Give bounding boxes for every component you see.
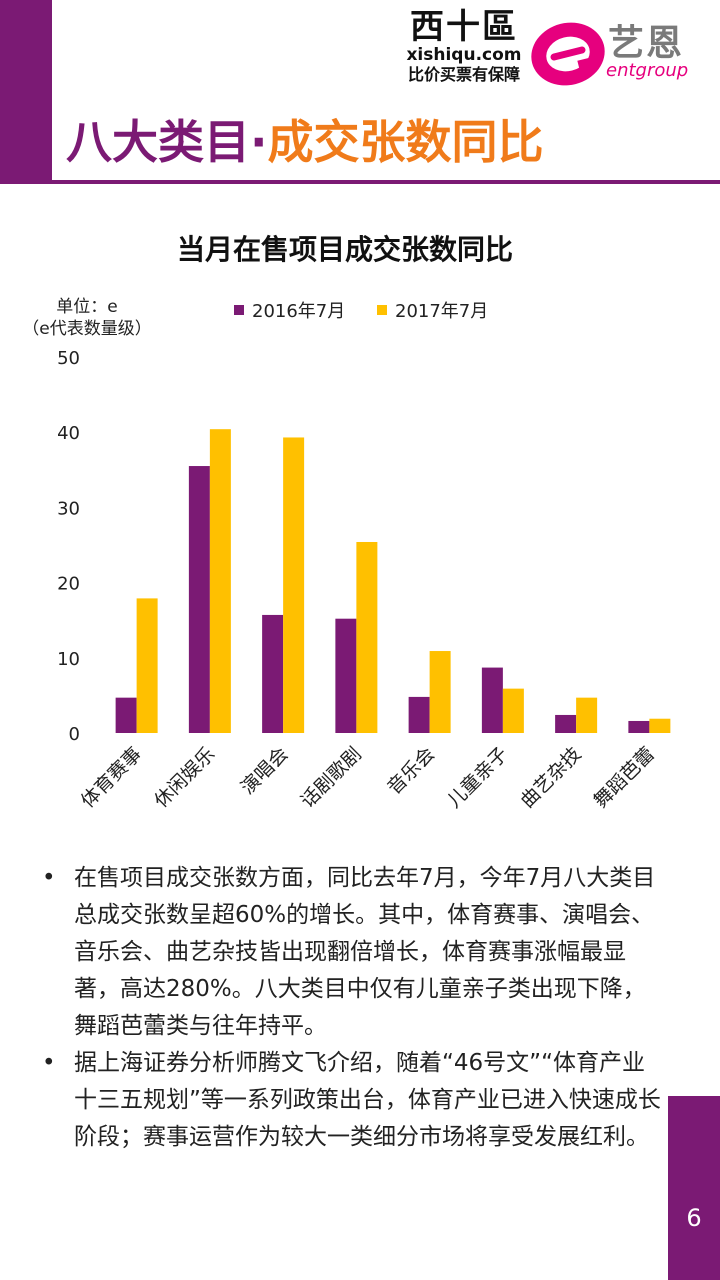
x-tick-label: 曲艺杂技 xyxy=(516,743,585,812)
bullet-dot: • xyxy=(42,1050,56,1076)
bar-2016 xyxy=(628,720,650,733)
bullet-dot: • xyxy=(42,865,56,891)
legend-swatch-2016 xyxy=(234,305,244,315)
bullet-item: • 据上海证券分析师腾文飞介绍，随着“46号文”“体育产业十三五规划”等一系列政… xyxy=(42,1045,662,1156)
x-tick-label: 体育赛事 xyxy=(77,743,146,812)
header-divider xyxy=(52,180,720,184)
legend-label-2017: 2017年7月 xyxy=(395,301,489,322)
y-tick-label: 50 xyxy=(57,348,80,369)
legend-item-2017: 2017年7月 xyxy=(377,297,488,323)
bar-2016 xyxy=(555,714,577,733)
legend-swatch-2017 xyxy=(377,305,387,315)
y-tick-label: 0 xyxy=(69,724,80,745)
x-tick-label: 话剧歌剧 xyxy=(297,743,366,812)
bar-2017 xyxy=(429,651,451,733)
bar-chart: 0 10 20 30 40 50 体育赛事 休闲娱乐 演唱会 话剧歌剧 音乐会 儿童亲子 曲艺杂技 舞蹈芭… xyxy=(57,348,671,812)
y-tick-label: 20 xyxy=(57,574,80,595)
unit-line-1: 单位：e xyxy=(56,297,118,317)
bar-2017 xyxy=(576,697,598,733)
x-tick-label: 演唱会 xyxy=(237,743,293,799)
y-tick-label: 10 xyxy=(57,649,80,670)
entgroup-logo-icon xyxy=(531,22,605,86)
bullet-list: • 在售项目成交张数方面，同比去年7月，今年7月八大类目总成交张数呈超60%的增… xyxy=(42,860,662,1156)
bar-2017 xyxy=(502,688,524,733)
y-tick-label: 40 xyxy=(57,423,80,444)
bar-2017 xyxy=(209,429,231,733)
xishiqu-logo: 西十區 xishiqu.com 比价买票有保障 xyxy=(394,8,534,86)
page-title-part2: 成交张数同比 xyxy=(267,115,544,169)
x-tick-label: 休闲娱乐 xyxy=(150,743,219,812)
page-number-box xyxy=(668,1096,720,1280)
bar-2017 xyxy=(649,718,671,733)
left-accent-bar xyxy=(0,0,52,184)
chart-unit-label: 单位：e （e代表数量级） xyxy=(12,296,162,340)
entgroup-logo-sub: entgroup xyxy=(606,60,689,81)
legend-item-2016: 2016年7月 xyxy=(234,297,345,323)
chart-title: 当月在售项目成交张数同比 xyxy=(176,233,513,266)
bullet-text: 据上海证券分析师腾文飞介绍，随着“46号文”“体育产业十三五规划”等一系列政策出… xyxy=(74,1050,661,1150)
bar-2016 xyxy=(188,466,210,733)
bar-2016 xyxy=(115,697,137,733)
bar-2017 xyxy=(136,598,158,733)
entgroup-logo-name: 艺恩 xyxy=(608,23,685,64)
bar-2017 xyxy=(356,541,378,733)
bar-2016 xyxy=(262,614,284,733)
bar-2016 xyxy=(481,667,503,733)
xishiqu-logo-slogan: 比价买票有保障 xyxy=(407,65,520,84)
page-title: 八大类目·成交张数同比 xyxy=(66,112,543,172)
xishiqu-logo-name: 西十區 xyxy=(410,7,518,47)
entgroup-logo: 艺恩 entgroup xyxy=(528,14,708,90)
chart-legend: 2016年7月 2017年7月 xyxy=(234,297,514,323)
legend-label-2016: 2016年7月 xyxy=(252,301,346,322)
bar-2016 xyxy=(335,618,357,733)
x-tick-label: 舞蹈芭蕾 xyxy=(590,743,659,812)
unit-line-2: （e代表数量级） xyxy=(22,319,152,339)
x-tick-label: 儿童亲子 xyxy=(443,743,512,812)
bullet-text: 在售项目成交张数方面，同比去年7月，今年7月八大类目总成交张数呈超60%的增长。… xyxy=(74,865,656,1039)
bar-2016 xyxy=(408,696,430,733)
bar-2017 xyxy=(283,437,305,733)
y-tick-label: 30 xyxy=(57,498,80,519)
x-tick-label: 音乐会 xyxy=(383,743,439,799)
page-title-part1: 八大类目· xyxy=(66,115,268,169)
page-number: 6 xyxy=(686,1204,702,1232)
bullet-item: • 在售项目成交张数方面，同比去年7月，今年7月八大类目总成交张数呈超60%的增… xyxy=(42,860,662,1045)
xishiqu-logo-domain: xishiqu.com xyxy=(406,45,522,65)
